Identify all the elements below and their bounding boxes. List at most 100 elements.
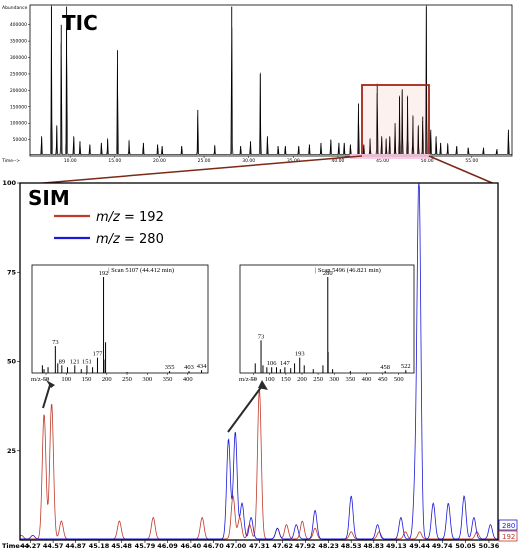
tic-x-tick-label: 35.00 [287, 158, 300, 164]
inset-x-tick-label: 450 [378, 376, 388, 383]
inset-x-tick-label: 300 [329, 376, 339, 383]
sim-x-tick-label: 46.40 [181, 542, 202, 550]
tic-ylabel: Abundance [2, 5, 28, 11]
sim-x-tick-label: 47.92 [295, 542, 316, 550]
inset-peak-label: 147 [280, 360, 291, 367]
sim-x-tick-label: 50.05 [455, 542, 476, 550]
tic-xlabel: Time--> [1, 158, 20, 164]
sim-x-tick-label: 49.74 [432, 542, 453, 550]
inset-x-tick-label: 250 [122, 376, 132, 383]
sim-x-tick-label: 47.62 [272, 542, 293, 550]
inset-x-tick-label: 150 [281, 376, 291, 383]
sim-x-tick-label: 48.83 [364, 542, 385, 550]
inset-x-tick-label: 200 [102, 376, 112, 383]
tic-peaks [41, 6, 509, 155]
sim-x-tick-label: 45.79 [135, 542, 156, 550]
sim-x-tick-label: 44.87 [65, 542, 86, 550]
zoom-connector-left [19, 155, 363, 186]
inset-x-tick-label: 250 [313, 376, 323, 383]
inset-peak-label: 193 [295, 351, 305, 358]
tic-x-tick-label: 30.00 [242, 158, 255, 164]
legend-label-280: m/z = 280 [96, 232, 164, 247]
inset-x-tick-label: 350 [163, 376, 173, 383]
inset-peak-label: 73 [258, 333, 265, 340]
zoom-connector-right [428, 155, 498, 186]
inset-x-axis-label: m/z--> [239, 376, 257, 383]
sim-trace-280 [20, 182, 498, 540]
tic-x-tick-label: 40.00 [331, 158, 344, 164]
tic-x-tick-label: 45.00 [376, 158, 389, 164]
sim-y-tick-label: 100 [2, 179, 16, 187]
tic-frame [29, 4, 513, 157]
sim-x-ticks: 44.27 44.57 44.87 45.18 45.48 45.79 46.09 46.40… [20, 540, 500, 550]
tic-y-tick-label: 100000 [10, 121, 27, 127]
sim-y-tick-label: 25 [7, 447, 17, 455]
tic-trace [30, 5, 512, 155]
inset-x-tick-label: 50 [250, 376, 257, 383]
tic-y-tick-label: 350000 [10, 39, 27, 45]
inset-peak-label: 280 [323, 270, 333, 277]
tic-title: TIC [62, 11, 98, 35]
inset-peak-label: 434 [197, 363, 208, 370]
mass-spectrum-inset-2: | Scan 5496 (46.821 min) 73 106 147 193 280 45… [239, 264, 415, 383]
end-label-192: 192 [502, 533, 515, 541]
tic-x-tick-label: 25.00 [198, 158, 211, 164]
sim-y-tick-label: 50 [7, 358, 17, 366]
inset-x-tick-label: 500 [394, 376, 404, 383]
inset-x-tick-label: 200 [297, 376, 307, 383]
inset-x-tick-label: 350 [345, 376, 355, 383]
end-label-280: 280 [502, 522, 515, 530]
sim-legend: m/z = 192 m/z = 280 [54, 210, 164, 247]
inset-frame [31, 264, 209, 374]
inset-x-tick-label: 300 [142, 376, 152, 383]
sim-y-tick-label: 75 [7, 268, 17, 276]
arrow-to-inset-2-head [258, 380, 268, 390]
inset-peak-label: 192 [99, 270, 109, 277]
sim-x-tick-label: 45.48 [111, 542, 132, 550]
inset-peak-label: 121 [70, 358, 80, 365]
tic-x-tick-label: 10.00 [64, 158, 77, 164]
inset-x-tick-label: 400 [362, 376, 372, 383]
inset-peak-label: 89 [59, 358, 66, 365]
tic-x-tick-label: 55.00 [465, 158, 478, 164]
inset-x-axis-label: m/z--> [31, 376, 49, 383]
tic-y-tick-label: 400000 [10, 22, 27, 28]
highlight-tick-band [350, 154, 430, 159]
inset-peak-label: 522 [401, 363, 411, 370]
end-label-192-box [498, 530, 518, 542]
inset-peak-label: 355 [165, 364, 175, 371]
sim-frame [19, 182, 499, 541]
inset-x-tick-label: 100 [61, 376, 71, 383]
inset-header: | Scan 5107 (44.412 min) [108, 267, 174, 274]
tic-x-ticks: 10.00 15.00 20.00 25.00 30.00 35.00 40.00 45.00… [64, 156, 478, 164]
arrow-to-inset-1 [42, 384, 51, 409]
inset-frame [239, 264, 415, 374]
inset-peak-label: 403 [184, 364, 194, 371]
arrow-to-inset-1-head [46, 380, 55, 388]
inset-x-tick-label: 150 [82, 376, 92, 383]
inset-peak-label: 458 [380, 364, 390, 371]
sim-x-tick-label: 49.44 [409, 542, 430, 550]
sim-xlabel: Time--> [2, 542, 31, 550]
sim-x-tick-label: 46.70 [203, 542, 224, 550]
tic-x-tick-label: 50.00 [421, 158, 434, 164]
inset-peak-label: 106 [267, 360, 278, 367]
sim-chart: 25 50 75 100 44.27 44.57 44.87 45.18 45.48 45.79… [2, 179, 518, 550]
tic-y-tick-label: 200000 [10, 88, 27, 94]
sim-x-tick-label: 44.27 [20, 542, 41, 550]
tic-chart: Abundance TIC Time--> 50000 100000 150000 2… [1, 4, 513, 164]
sim-x-tick-label: 48.23 [318, 542, 339, 550]
tic-y-tick-label: 150000 [10, 104, 27, 110]
legend-label-192: m/z = 192 [96, 210, 164, 225]
sim-x-tick-label: 47.31 [249, 542, 270, 550]
sim-x-tick-label: 45.18 [89, 542, 110, 550]
inset-header: | Scan 5496 (46.821 min) [315, 267, 381, 274]
inset-x-tick-label: 50 [43, 376, 50, 383]
tic-y-tick-label: 250000 [10, 71, 27, 77]
tic-y-tick-label: 50000 [13, 137, 27, 143]
inset-peak-label: 177 [93, 351, 104, 358]
sim-x-tick-label: 44.57 [43, 542, 64, 550]
zoom-box [361, 84, 430, 157]
